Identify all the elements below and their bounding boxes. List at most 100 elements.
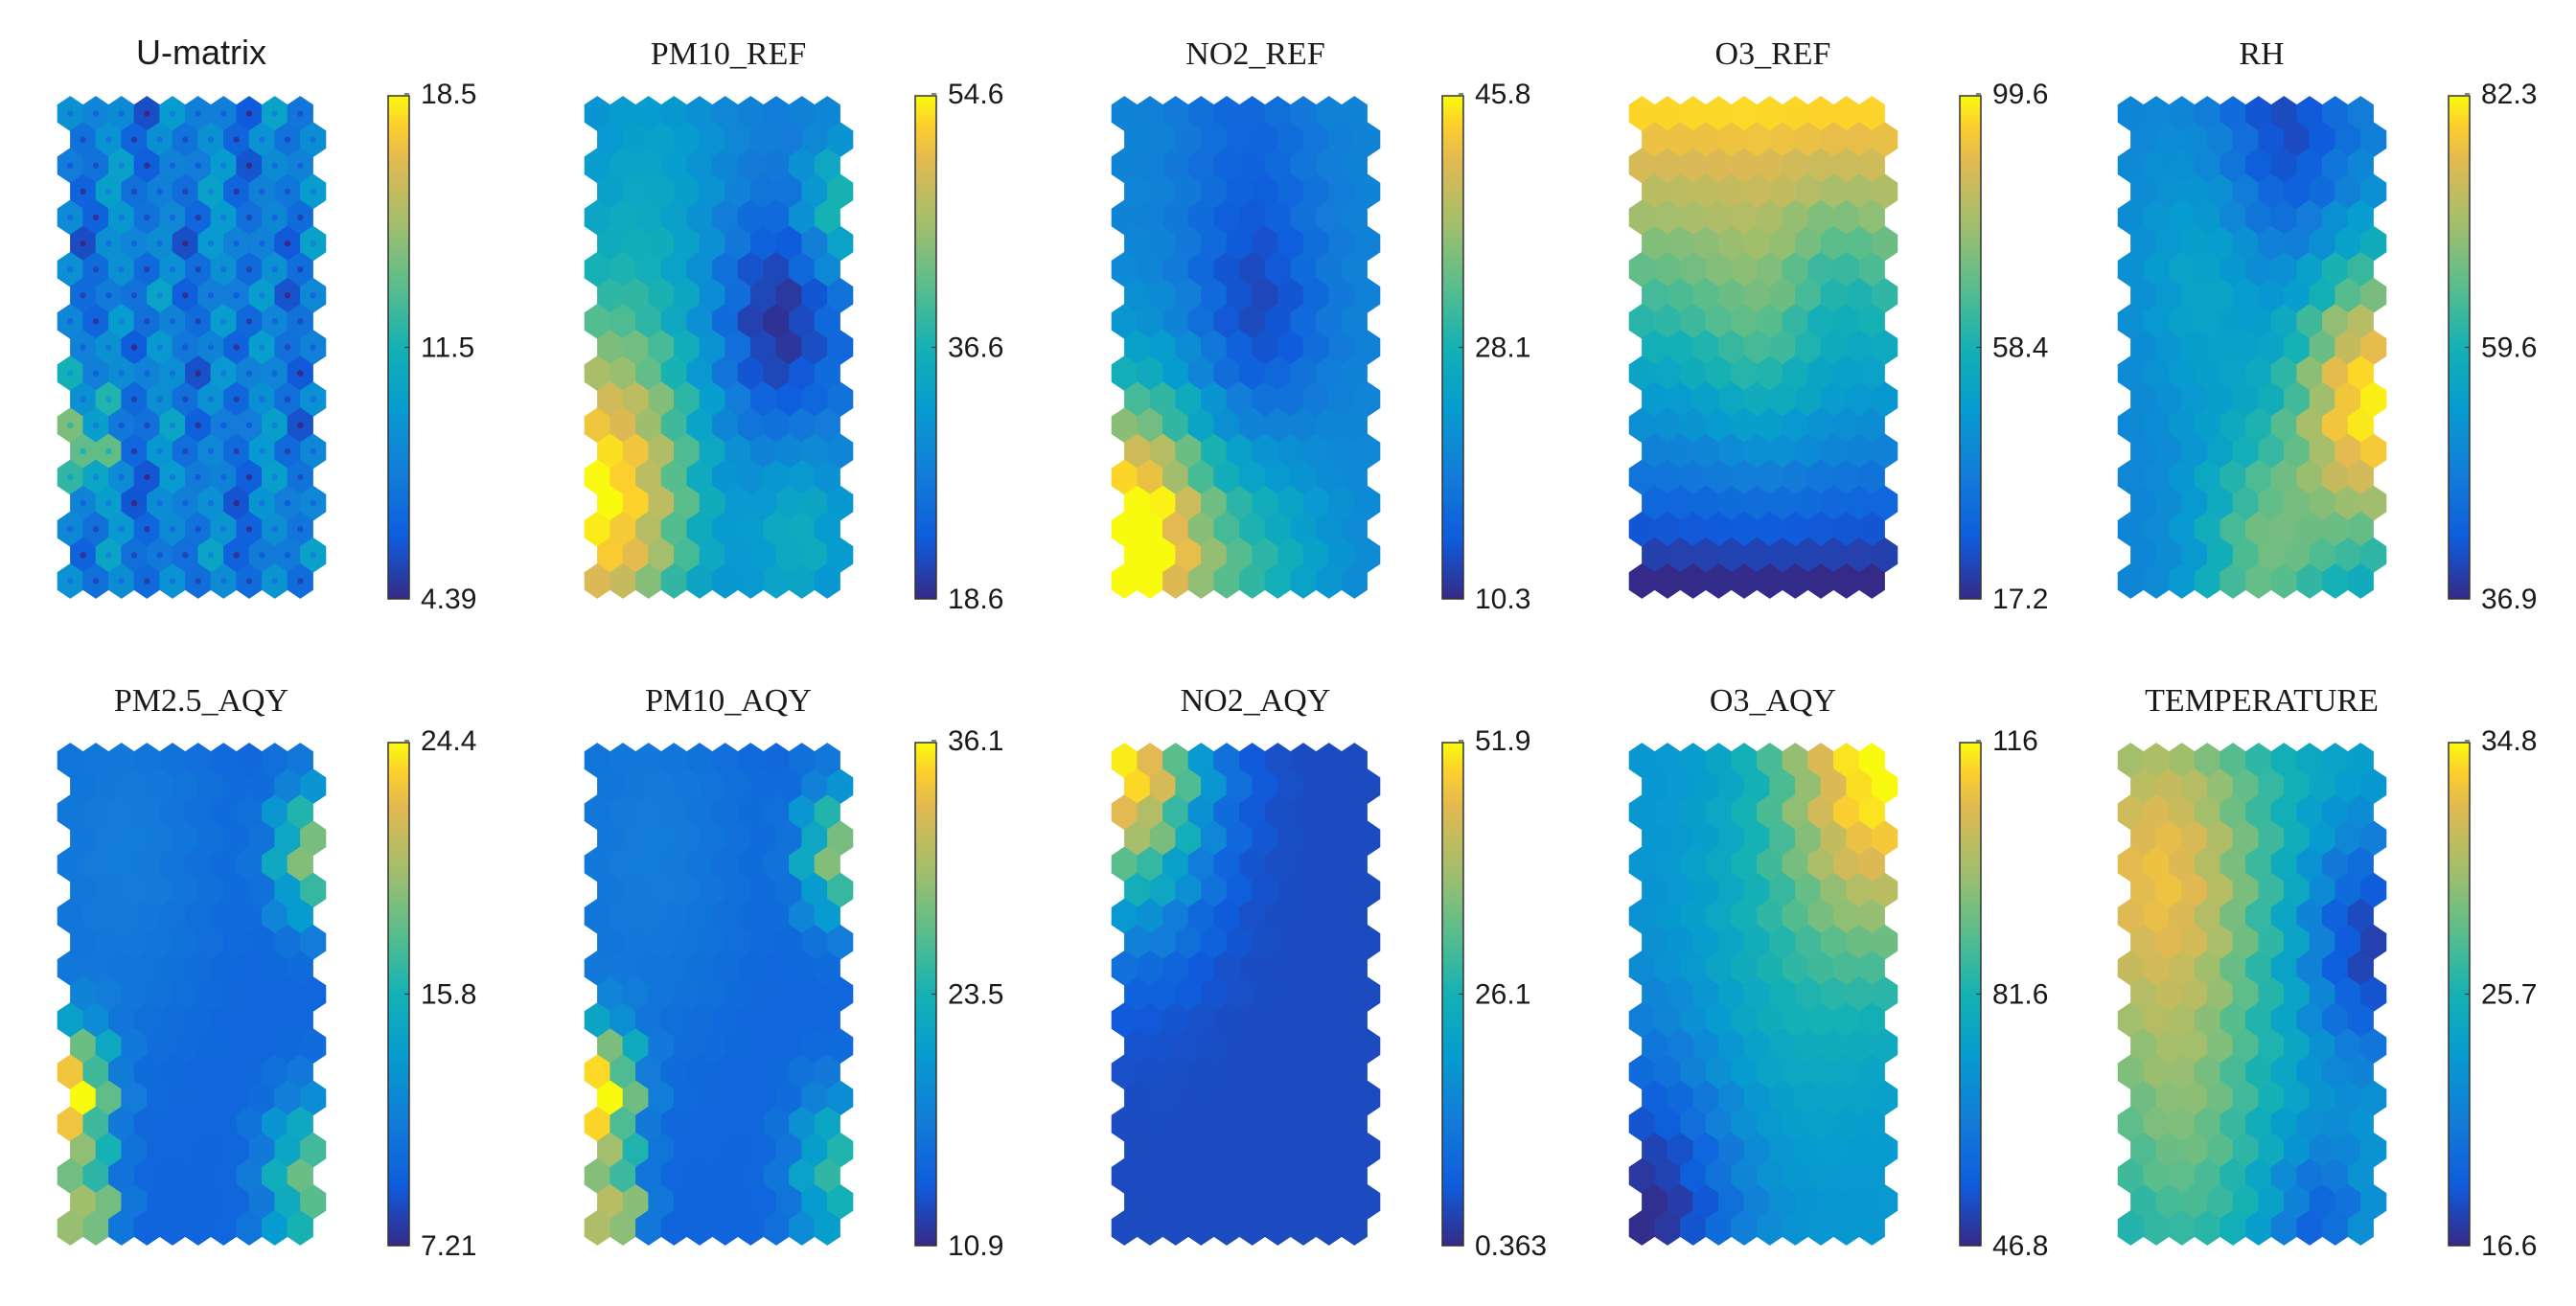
- hex-cell: [2194, 1210, 2220, 1246]
- hex-cell: [1743, 1080, 1770, 1116]
- hex-cell: [2207, 1080, 2234, 1116]
- hex-cell: [1290, 459, 1317, 495]
- hex-cell: [1213, 199, 1240, 236]
- colorbar-tick-label-cmin: 7.21: [421, 1230, 476, 1262]
- hex-cell: [584, 951, 610, 986]
- hex-cell: [1833, 898, 1860, 934]
- hex-cell: [1833, 459, 1860, 495]
- panel-title: O3_AQY: [1710, 683, 1836, 719]
- hex-cell: [1718, 872, 1745, 908]
- hex-node: [284, 188, 291, 195]
- hex-cell: [712, 148, 739, 184]
- hex-cell: [1149, 381, 1176, 418]
- hex-cell: [1137, 251, 1163, 287]
- hex-cell: [2207, 820, 2234, 857]
- hex-cell: [108, 794, 135, 831]
- hex-cell: [2207, 381, 2234, 418]
- hex-cell: [1111, 951, 1138, 986]
- hex-cell: [197, 976, 224, 1012]
- hex-cell: [1628, 794, 1655, 831]
- hex-cell: [597, 768, 624, 805]
- hex-cell: [2360, 485, 2387, 521]
- hex-cell: [1328, 820, 1355, 857]
- hex-cell: [1833, 148, 1860, 184]
- hex-cell: [1290, 1054, 1317, 1090]
- hex-cell: [584, 511, 610, 547]
- colorbar-tick-label-cmin: 16.6: [2481, 1230, 2537, 1262]
- hex-cell: [648, 330, 675, 365]
- hex-cell: [1820, 173, 1847, 210]
- hex-cell: [1718, 433, 1745, 470]
- hex-cell: [2334, 225, 2361, 262]
- hex-node: [297, 214, 304, 221]
- hex-cell: [2194, 304, 2220, 339]
- hex-cell: [172, 924, 198, 960]
- hex-cell: [159, 1054, 186, 1090]
- hex-cell: [210, 1054, 237, 1090]
- hex-cell: [2232, 1132, 2259, 1168]
- hex-cell: [1769, 277, 1796, 313]
- hex-cell: [300, 976, 327, 1012]
- hex-cell: [2245, 148, 2272, 184]
- hex-cell: [1213, 459, 1240, 495]
- hex-cell: [1807, 1054, 1834, 1090]
- hex-cell: [1807, 563, 1834, 599]
- hex-cell: [1743, 1132, 1770, 1168]
- hex-cell: [1175, 872, 1202, 908]
- hex-cell: [2155, 1132, 2182, 1168]
- hex-cell: [2220, 794, 2246, 831]
- hex-cell: [2270, 794, 2297, 831]
- hex-cell: [584, 407, 610, 444]
- hex-cell: [1820, 381, 1847, 418]
- hex-cell: [2207, 485, 2234, 521]
- hex-node: [156, 136, 163, 143]
- hex-cell: [686, 251, 713, 287]
- hex-cell: [827, 225, 854, 262]
- hex-cell: [1757, 459, 1783, 495]
- hex-cell: [699, 225, 725, 262]
- hex-cell: [2296, 96, 2323, 131]
- hex-cell: [1667, 976, 1693, 1012]
- hex-cell: [1328, 768, 1355, 805]
- hex-cell: [1769, 1183, 1796, 1220]
- hex-cell: [1201, 433, 1228, 470]
- hex-cell: [1705, 407, 1732, 444]
- hex-node: [67, 370, 74, 377]
- hex-cell: [610, 743, 636, 778]
- hex-cell: [763, 251, 790, 287]
- hex-cell: [597, 872, 624, 908]
- hex-cell: [1226, 1132, 1253, 1168]
- hex-cell: [1642, 768, 1668, 805]
- hex-cell: [1302, 485, 1329, 521]
- hex-cell: [1277, 173, 1304, 210]
- hex-cell: [750, 330, 777, 365]
- hex-cell: [597, 1183, 624, 1220]
- hex-cell: [274, 768, 301, 805]
- hex-cell: [814, 251, 840, 287]
- hex-cell: [1124, 820, 1151, 857]
- hex-cell: [1162, 951, 1189, 986]
- hex-cell: [2309, 1028, 2335, 1065]
- hex-cell: [108, 898, 135, 934]
- hex-cell: [674, 381, 701, 418]
- hex-cell: [814, 1054, 840, 1090]
- hex-cell: [1692, 820, 1719, 857]
- hex-cell: [1628, 846, 1655, 882]
- hex-cell: [236, 1002, 263, 1038]
- hex-cell: [1316, 1106, 1343, 1142]
- hex-cell: [1833, 304, 1860, 339]
- hex-cell: [1858, 459, 1885, 495]
- hex-cell: [610, 1054, 636, 1090]
- hex-cell: [1226, 976, 1253, 1012]
- hex-node: [67, 578, 74, 584]
- hex-node: [80, 240, 86, 247]
- hex-cell: [210, 846, 237, 882]
- hex-cell: [121, 976, 148, 1012]
- hex-cell: [1642, 330, 1668, 365]
- hex-cell: [737, 1157, 764, 1194]
- panel-title: PM10_AQY: [645, 683, 812, 719]
- hex-cell: [2296, 251, 2323, 287]
- hex-cell: [147, 1132, 173, 1168]
- hex-cell: [635, 1157, 662, 1194]
- hex-node: [169, 162, 176, 169]
